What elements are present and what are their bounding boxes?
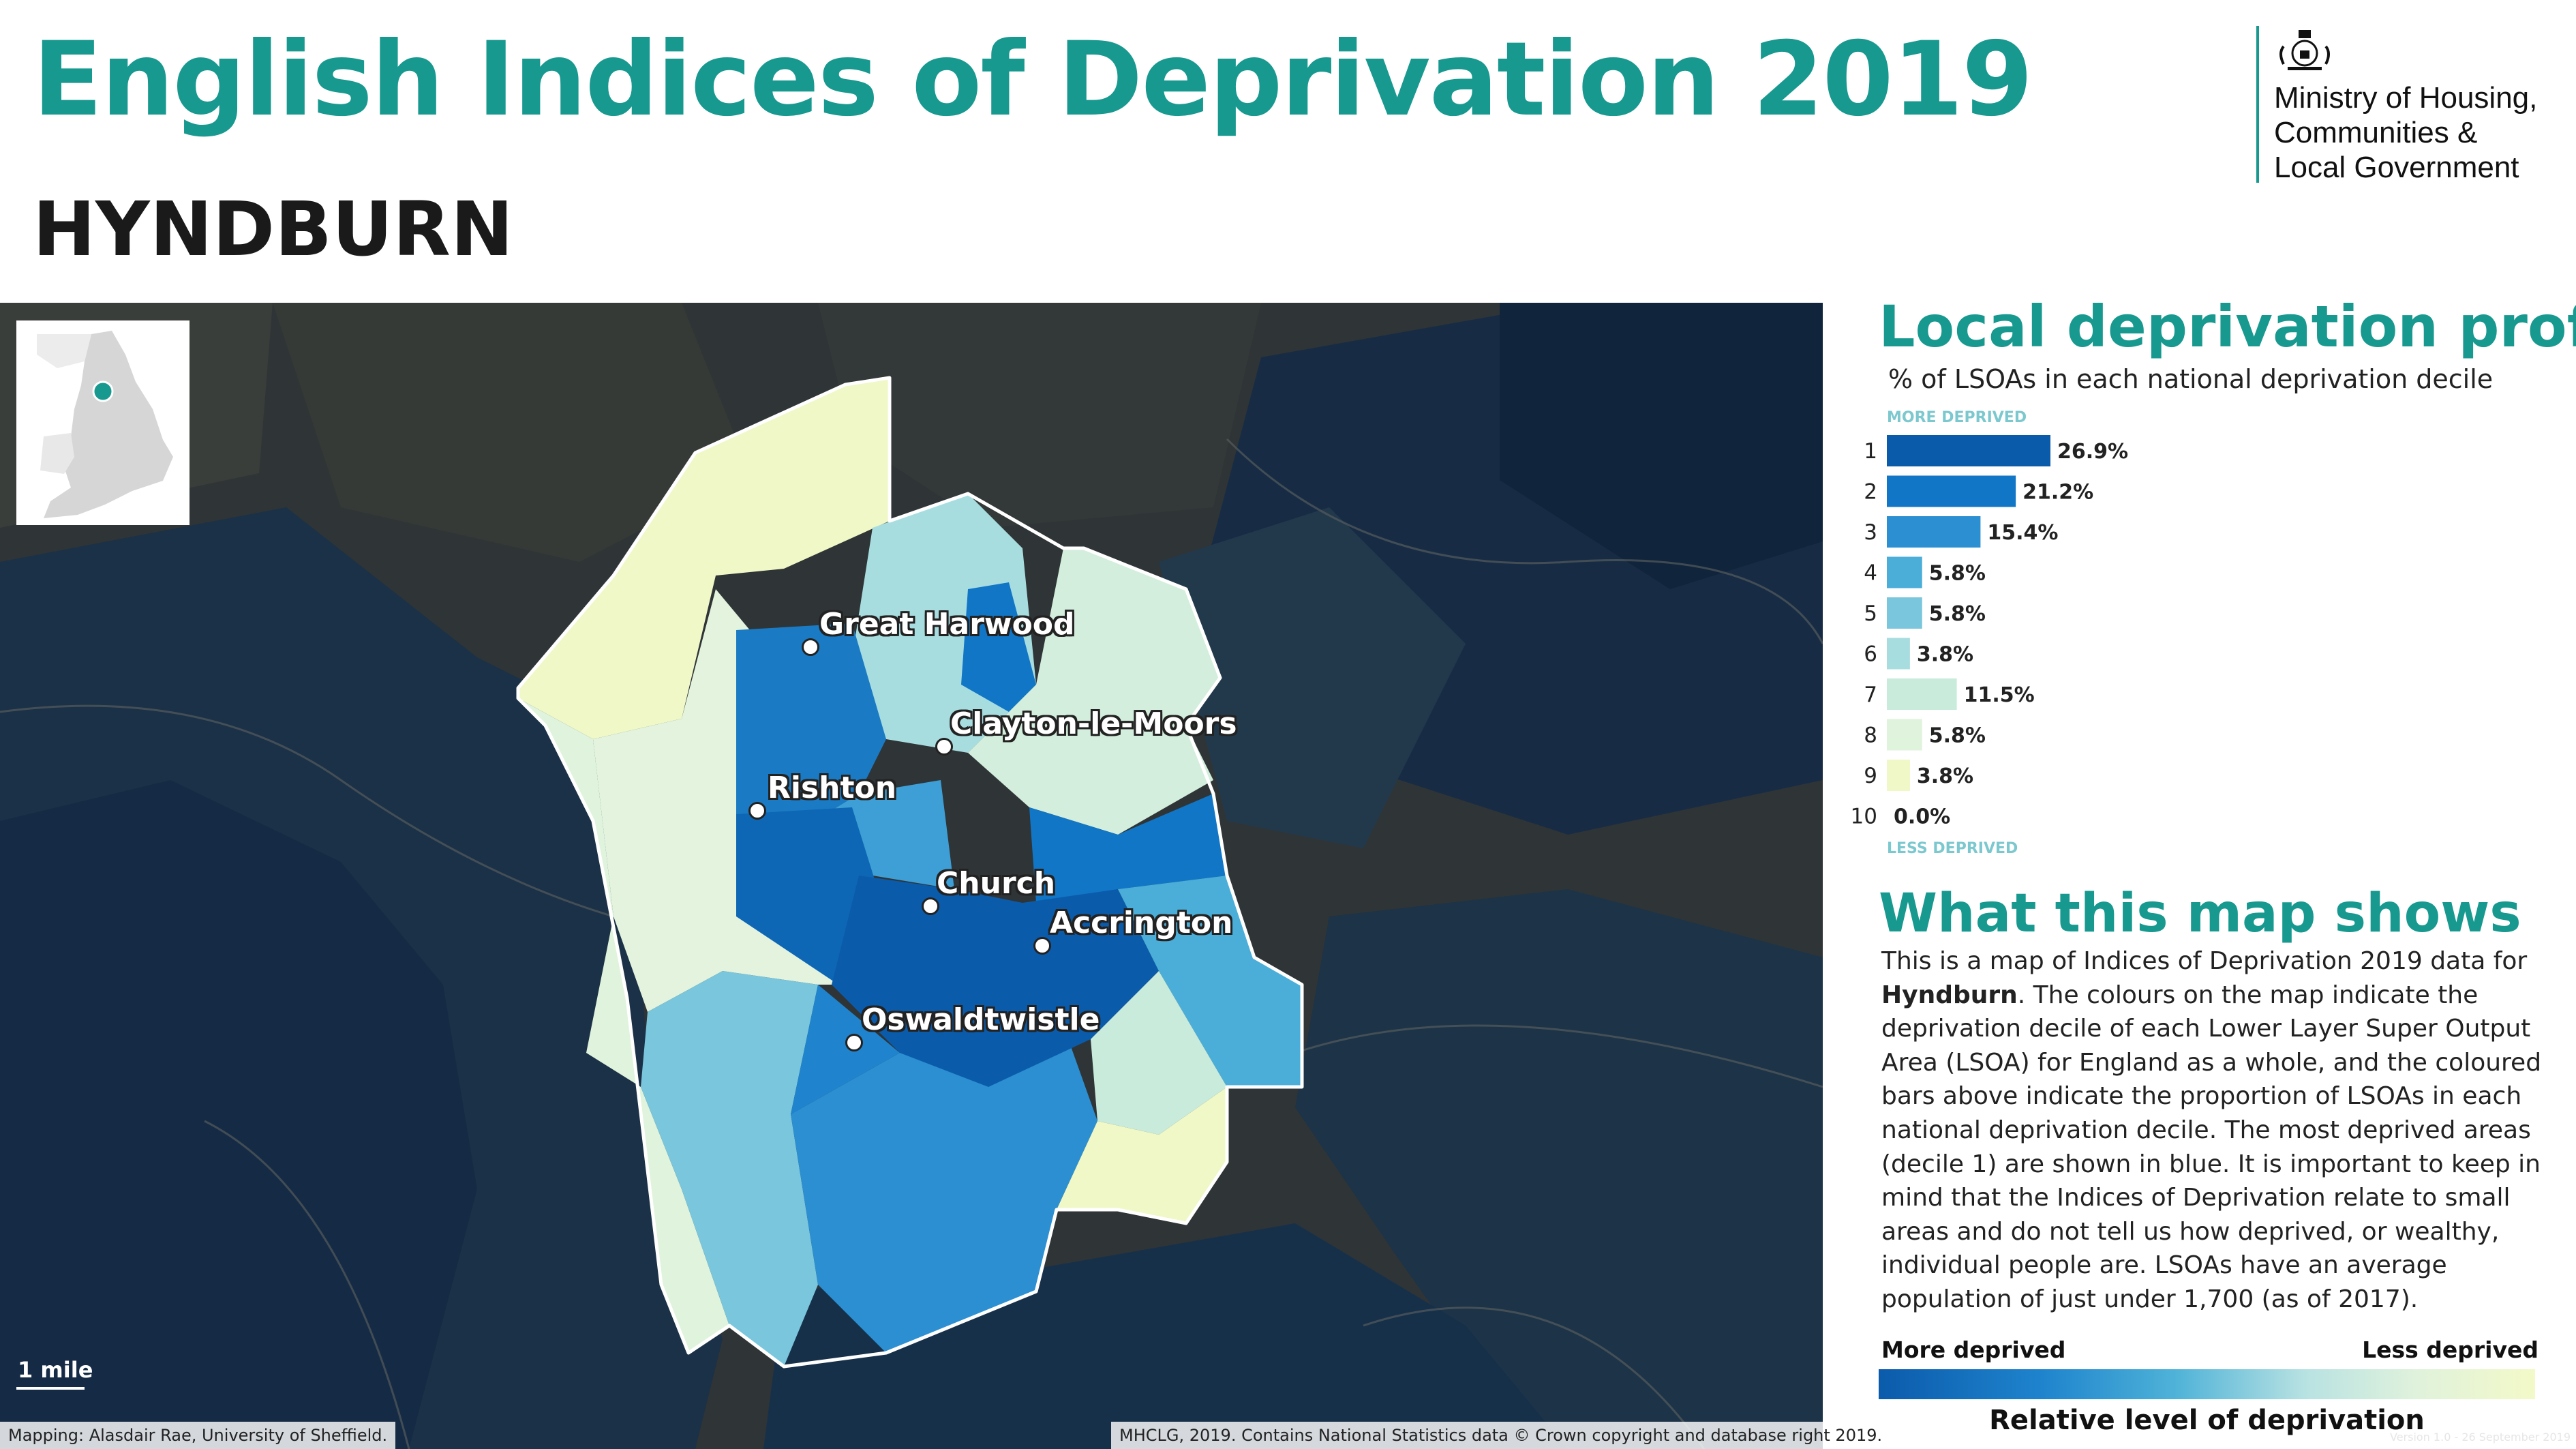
more-deprived-label: MORE DEPRIVED: [1887, 409, 2027, 426]
scale-bar: [16, 1387, 85, 1390]
decile-value-label: 0.0%: [1894, 805, 1950, 829]
lsoa-decile-3: [791, 1026, 1097, 1353]
wales-shape: [40, 433, 74, 474]
body-area-name: Hyndburn: [1881, 981, 2018, 1009]
decile-value-label: 15.4%: [1987, 521, 2058, 545]
legend-more-label: More deprived: [1881, 1336, 2066, 1363]
inset-england-map: [16, 320, 190, 525]
decile-bar: [1887, 638, 1910, 670]
decile-bar: [1887, 556, 1922, 588]
body-text-end: . The colours on the map indicate the de…: [1881, 981, 2542, 1313]
surrounding-area: [818, 303, 1261, 528]
area-name: HYNDBURN: [33, 185, 514, 273]
town-label-great-harwood: Great Harwood: [819, 607, 1075, 642]
town-dot-clayton-le-moors: [935, 738, 953, 756]
decile-label: 5: [1864, 601, 1877, 626]
main-title: English Indices of Deprivation 2019: [33, 20, 2033, 139]
england-locator-map: [37, 331, 173, 518]
district-boundary: [516, 376, 1304, 1369]
legend-title: Relative level of deprivation: [1989, 1405, 2425, 1436]
decile-label: 3: [1864, 520, 1877, 545]
decile-label: 6: [1864, 642, 1877, 667]
scale-label: 1 mile: [18, 1357, 93, 1383]
less-deprived-label: LESS DEPRIVED: [1887, 840, 2018, 857]
location-marker-icon: [92, 380, 114, 402]
decile-value-label: 11.5%: [1964, 683, 2035, 707]
logo-text: Ministry of Housing, Communities & Local…: [2274, 80, 2537, 185]
royal-crest-icon: [2279, 30, 2330, 70]
town-dot-oswaldtwistle: [845, 1034, 863, 1051]
logo-divider: [2256, 26, 2259, 183]
town-dot-great-harwood: [802, 638, 819, 656]
logo-line-3: Local Government: [2274, 151, 2519, 184]
decile-label: 10: [1851, 805, 1877, 829]
body-text-start: This is a map of Indices of Deprivation …: [1881, 947, 2528, 975]
decile-bar: [1887, 597, 1922, 629]
lsoa-decile-2: [1029, 794, 1227, 903]
decile-label: 2: [1864, 480, 1877, 505]
deprivation-map[interactable]: Great Harwood Clayton-le-Moors Rishton C…: [0, 303, 1823, 1449]
lsoa-decile-9: [518, 378, 890, 739]
lsoa-decile-2: [791, 985, 900, 1114]
version-note: Version 1.0 - 26 September 2019: [2390, 1431, 2571, 1444]
decile-value-label: 5.8%: [1929, 562, 1986, 586]
decile-value-label: 3.8%: [1917, 643, 1973, 667]
lsoa-decile-2: [736, 623, 886, 848]
decile-value-label: 21.2%: [2022, 481, 2093, 505]
lsoa-decile-9: [1057, 1087, 1227, 1223]
decile-bar: [1887, 760, 1910, 791]
lsoa-decile-2: [961, 582, 1036, 712]
surrounding-area: [273, 303, 750, 562]
lsoa-decile-5: [641, 971, 818, 1366]
decile-label: 7: [1864, 683, 1877, 707]
decile-bar: [1887, 435, 2050, 466]
decile-value-label: 3.8%: [1917, 764, 1973, 788]
decile-label: 4: [1864, 561, 1877, 586]
decile-value-label: 26.9%: [2057, 440, 2128, 464]
decile-label: 9: [1864, 764, 1877, 788]
lsoa-decile-4: [1118, 876, 1302, 1087]
england-shape: [44, 331, 173, 518]
decile-bar: [1887, 516, 1981, 548]
profile-subtitle: % of LSOAs in each national deprivation …: [1888, 364, 2494, 394]
lsoa-decile-4: [770, 780, 954, 889]
decile-label: 1: [1864, 439, 1877, 464]
town-dot-accrington: [1033, 937, 1051, 955]
logo-line-2: Communities &: [2274, 116, 2478, 149]
town-label-oswaldtwistle: Oswaldtwistle: [862, 1002, 1100, 1037]
map-credit-left: Mapping: Alasdair Rae, University of She…: [0, 1422, 396, 1449]
town-dot-church: [922, 897, 939, 915]
surrounding-area: [0, 780, 477, 1449]
scotland-shape: [37, 334, 91, 368]
what-map-shows-text: This is a map of Indices of Deprivation …: [1881, 944, 2556, 1317]
decile-value-label: 5.8%: [1929, 602, 1986, 626]
town-label-accrington: Accrington: [1050, 906, 1233, 940]
what-map-shows-title: What this map shows: [1879, 883, 2521, 944]
mhclg-logo: Ministry of Housing, Communities & Local…: [2256, 26, 2556, 185]
town-label-rishton: Rishton: [768, 771, 897, 805]
legend-less-label: Less deprived: [2362, 1336, 2539, 1363]
town-dot-rishton: [748, 802, 766, 820]
decile-bar-chart: 1 26.9% 2 21.2% 3 15.4% 4 5.8% 5 5.8% 6 3.8% 7 11.5% 8…: [1851, 435, 2128, 829]
surrounding-area: [1500, 303, 1823, 589]
lsoa-decile-7: [968, 548, 1220, 835]
town-label-church: Church: [937, 866, 1056, 901]
hyndburn-district: [516, 376, 1304, 1369]
logo-line-1: Ministry of Housing,: [2274, 81, 2538, 115]
lsoa-decile-8: [518, 698, 729, 1353]
legend-color-ramp: [1879, 1369, 2535, 1399]
map-credit-right: MHCLG, 2019. Contains National Statistic…: [1111, 1422, 1891, 1449]
profile-title: Local deprivation profile: [1879, 293, 2576, 360]
decile-value-label: 5.8%: [1929, 724, 1986, 748]
decile-label: 8: [1864, 723, 1877, 748]
lsoa-decile-7: [1091, 971, 1227, 1135]
town-label-clayton-le-moors: Clayton-le-Moors: [950, 706, 1237, 741]
decile-bar: [1887, 475, 2016, 507]
decile-bar: [1887, 678, 1957, 710]
lsoa-decile-1: [832, 876, 1159, 1087]
surrounding-area: [1159, 507, 1466, 848]
decile-bar: [1887, 719, 1922, 751]
surrounding-area: [1295, 889, 1823, 1449]
map-canvas: [0, 303, 1823, 1449]
